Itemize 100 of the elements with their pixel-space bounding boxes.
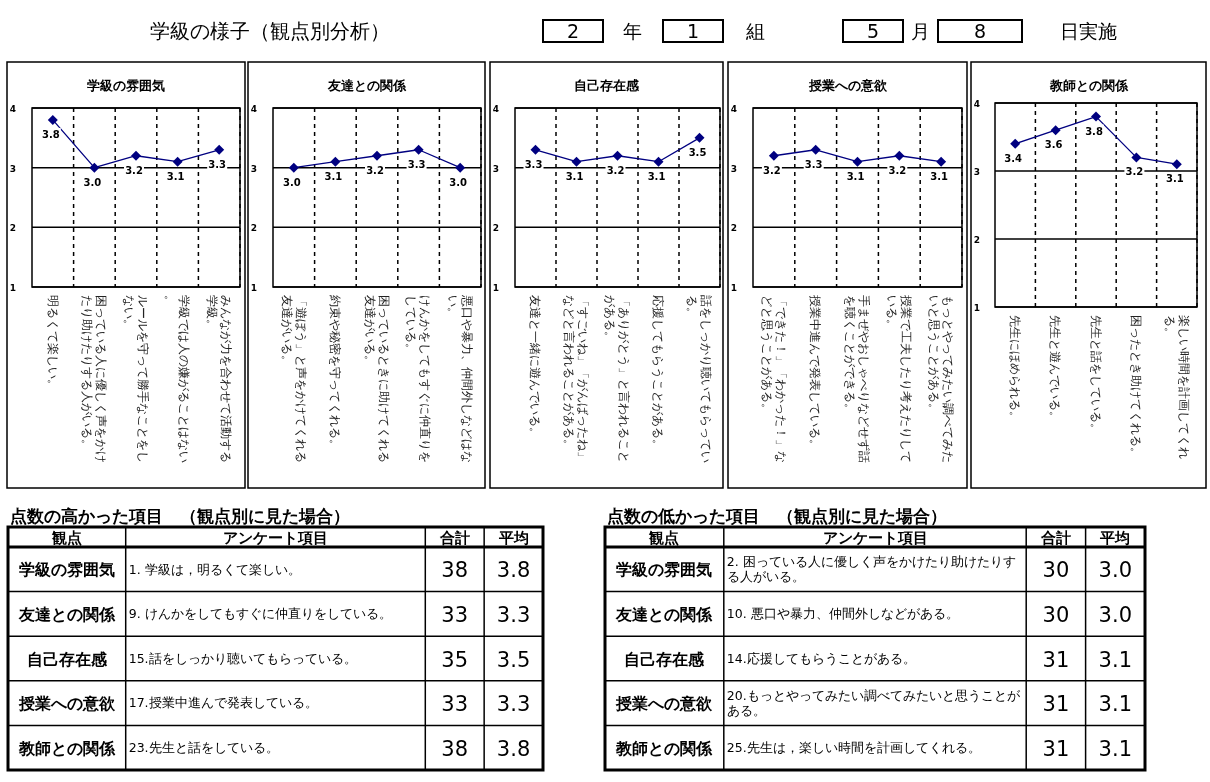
point xyxy=(1050,125,1061,136)
x-tick-label: もっとやってみたい調べてみたいと思うことがある。 xyxy=(926,295,955,463)
point xyxy=(894,150,905,161)
x-tick-label: 手まぜやおしゃべりなどせず話を聴くことができる。 xyxy=(843,295,872,463)
point xyxy=(288,162,299,173)
text: 教師との関係 xyxy=(615,738,714,758)
x-tick-label: 学級では人の嫌がることはない。 xyxy=(163,295,192,463)
chart-title: 自己存在感 xyxy=(574,78,640,93)
y-tick-label: 3 xyxy=(730,163,738,174)
point xyxy=(653,156,664,167)
data-label: 3.1 xyxy=(846,170,865,182)
y-tick-label: 2 xyxy=(492,223,500,234)
point xyxy=(214,144,225,155)
data-label: 3.1 xyxy=(324,170,343,182)
data-label: 3.3 xyxy=(407,158,426,170)
y-tick-label: 1 xyxy=(730,283,738,293)
text: 31 xyxy=(1042,647,1070,672)
x-tick-label: 「遊ぼう」と声をかけてくれる友達がいる。 xyxy=(279,295,308,463)
text: 15.話をしっかり聴いてもらっている。 xyxy=(128,650,357,666)
point xyxy=(455,162,466,173)
y-tick-label: 2 xyxy=(9,223,17,234)
text: 点数の低かった項目 （観点別に見た場合） xyxy=(607,506,947,526)
x-tick-label: 約束や秘密を守ってくれる。 xyxy=(328,295,343,451)
text: 3.3 xyxy=(496,602,531,627)
text: 23.先生と話をしている。 xyxy=(128,740,279,756)
text: 観点 xyxy=(648,529,680,547)
text: 点数の高かった項目 （観点別に見た場合） xyxy=(10,506,350,526)
x-tick-label: 話をしっかり聴いてもらっている。 xyxy=(685,295,714,463)
data-label: 3.1 xyxy=(647,170,666,182)
y-tick-label: 2 xyxy=(250,223,258,234)
y-tick-label: 2 xyxy=(730,223,738,234)
text: 14.応援してもらうことがある。 xyxy=(726,650,916,666)
data-label: 3.2 xyxy=(125,164,143,176)
y-tick-label: 1 xyxy=(973,303,981,313)
text: 38 xyxy=(441,558,469,583)
data-label: 3.2 xyxy=(366,164,384,176)
point xyxy=(131,150,141,161)
data-label: 3.1 xyxy=(565,170,584,182)
x-tick-label: けんかをしてもすぐに仲直りをしている。 xyxy=(404,295,433,463)
text: 観点 xyxy=(50,529,82,547)
text: 学級の雰囲気 xyxy=(18,560,115,580)
y-tick-label: 4 xyxy=(492,104,500,114)
x-tick-label: 困っている人に優しく声をかけたり助けたりする人がいる。 xyxy=(80,295,109,463)
text: 38 xyxy=(441,736,469,761)
text: 30 xyxy=(1042,602,1070,627)
point xyxy=(47,114,58,125)
text: 組 xyxy=(744,20,765,42)
text: 3.0 xyxy=(1098,558,1132,583)
text: 17.授業中進んで発表している。 xyxy=(128,695,318,711)
point xyxy=(1171,159,1182,170)
text: 31 xyxy=(1042,692,1070,717)
data-label: 3.2 xyxy=(606,164,625,176)
y-tick-label: 1 xyxy=(250,283,258,293)
point xyxy=(530,144,541,155)
text: 平均 xyxy=(1099,529,1131,547)
point xyxy=(852,156,863,167)
data-label: 3.8 xyxy=(1085,125,1103,137)
text: 3.1 xyxy=(1098,692,1132,717)
point xyxy=(172,156,183,167)
y-tick-label: 4 xyxy=(973,99,981,109)
text: アンケート項目 xyxy=(822,529,928,547)
text: 35 xyxy=(441,647,469,672)
data-label: 3.5 xyxy=(688,146,707,158)
x-tick-label: 明るくて楽しい。 xyxy=(45,295,60,391)
text: 平均 xyxy=(497,529,529,547)
data-label: 3.1 xyxy=(166,170,185,182)
data-label: 3.1 xyxy=(930,170,948,182)
text: 3.8 xyxy=(496,558,531,583)
text: 3.3 xyxy=(496,692,531,717)
point xyxy=(612,150,623,161)
point xyxy=(89,162,100,173)
point xyxy=(694,132,705,143)
data-label: 3.4 xyxy=(1004,152,1023,164)
x-tick-label: 楽しい時間を計画してくれる。 xyxy=(1162,315,1191,459)
point xyxy=(571,156,582,167)
data-label: 3.8 xyxy=(41,128,60,140)
text: 自己存在感 xyxy=(26,649,108,669)
text: 友達との関係 xyxy=(17,604,116,624)
y-tick-label: 4 xyxy=(730,104,738,114)
chart-title: 友達との関係 xyxy=(326,78,407,93)
point xyxy=(372,150,382,161)
x-tick-label: みんなが力を合わせて活動する学級。 xyxy=(205,295,233,463)
text: 30 xyxy=(1042,558,1070,583)
x-tick-label: 困っているときに助けてくれる友達がいる。 xyxy=(362,295,391,463)
text: 25.先生は，楽しい時間を計画してくれる。 xyxy=(726,740,981,756)
text: 3.5 xyxy=(496,647,531,672)
point xyxy=(810,144,821,155)
data-label: 3.0 xyxy=(83,176,102,188)
x-tick-label: 授業中進んで発表している。 xyxy=(808,295,823,451)
text: 年 xyxy=(622,20,642,42)
x-tick-label: ルールを守って勝手なことをしない。 xyxy=(121,295,150,463)
text: 33 xyxy=(441,602,469,627)
chart-title: 授業への意欲 xyxy=(807,78,888,93)
text: 自己存在感 xyxy=(624,649,706,669)
text: 10. 悪口や暴力、仲間外しなどがある。 xyxy=(726,606,959,622)
y-tick-label: 1 xyxy=(9,283,17,293)
x-tick-label: 「すごいね」「がんばったね」などと言われることがある。 xyxy=(562,295,591,463)
text: 授業への意欲 xyxy=(17,694,116,714)
text: 33 xyxy=(441,692,469,717)
text: 31 xyxy=(1042,736,1070,761)
